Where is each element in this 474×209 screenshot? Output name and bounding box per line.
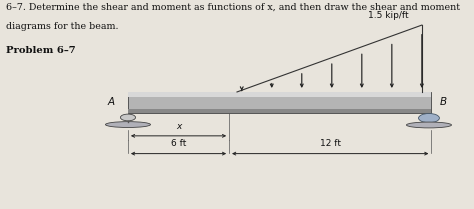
Text: 1.5 kip/ft: 1.5 kip/ft <box>368 11 409 20</box>
Text: B: B <box>440 97 447 107</box>
Circle shape <box>120 114 136 121</box>
Polygon shape <box>128 92 431 97</box>
Ellipse shape <box>105 122 151 127</box>
Circle shape <box>419 113 439 123</box>
Ellipse shape <box>407 122 451 128</box>
Text: diagrams for the beam.: diagrams for the beam. <box>6 22 118 31</box>
Text: 6–7. Determine the shear and moment as functions of x, and then draw the shear a: 6–7. Determine the shear and moment as f… <box>6 3 460 12</box>
Text: Problem 6–7: Problem 6–7 <box>6 46 76 55</box>
Polygon shape <box>128 109 431 113</box>
Polygon shape <box>128 92 431 113</box>
Text: 12 ft: 12 ft <box>320 139 341 148</box>
Text: x: x <box>176 122 181 131</box>
Text: 6 ft: 6 ft <box>171 139 186 148</box>
Text: A: A <box>108 97 115 107</box>
